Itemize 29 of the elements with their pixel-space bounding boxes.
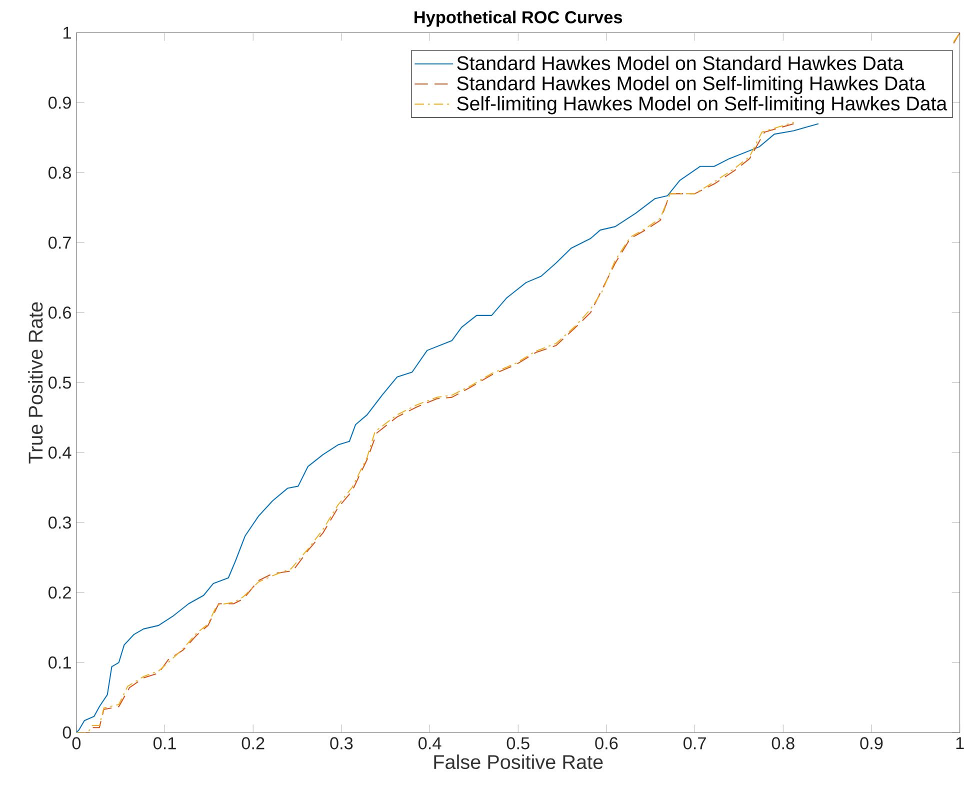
legend-label: Standard Hawkes Model on Standard Hawkes Data (457, 56, 904, 70)
y-tick-label: 0.4 (48, 446, 72, 459)
y-tick-label: 0.9 (48, 96, 71, 109)
x-tick-label: 0.3 (330, 737, 353, 750)
x-axis-title: False Positive Rate (434, 754, 603, 770)
x-tick-label: 0.2 (242, 737, 264, 750)
x-tick-label: 0.6 (595, 737, 618, 750)
y-tick-label: 0.7 (48, 236, 71, 249)
x-tick-label: 0.8 (772, 737, 794, 750)
x-tick-label: 0.5 (506, 737, 530, 750)
line-series (76, 123, 820, 732)
x-tick-label: 0.4 (418, 737, 442, 750)
y-tick-label: 1 (63, 26, 71, 39)
x-tick-label: 0.9 (860, 737, 883, 750)
legend-label: Self-limiting Hawkes Model on Self-limiting Hawkes Data (457, 96, 948, 114)
y-tick-label: 0.8 (48, 166, 72, 179)
y-tick-label: 0.1 (48, 656, 71, 669)
x-tick-label: 0.7 (684, 737, 706, 750)
legend-label: Standard Hawkes Model on Self-limiting Hawkes Data (457, 76, 926, 94)
y-tick-label: 0.3 (48, 516, 72, 529)
y-tick-label: 0 (62, 726, 72, 739)
x-tick-label: 0.1 (153, 737, 176, 750)
chart-title: Hypothetical ROC Curves (414, 10, 622, 27)
y-tick-label: 0.6 (48, 306, 72, 319)
y-tick-label: 0.2 (48, 586, 71, 599)
y-tick-label: 0.5 (48, 376, 72, 389)
x-tick-label: 1 (956, 737, 964, 750)
x-tick-label: 0 (72, 737, 81, 750)
y-axis-title: True Positive Rate (28, 302, 43, 464)
